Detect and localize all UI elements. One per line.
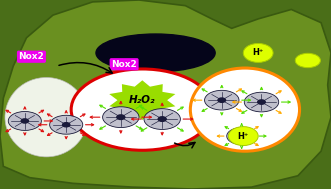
Text: Nox2: Nox2 <box>111 60 137 69</box>
Circle shape <box>71 69 213 150</box>
Circle shape <box>158 117 166 121</box>
Circle shape <box>8 112 41 130</box>
Circle shape <box>244 92 279 112</box>
Circle shape <box>21 119 28 123</box>
Circle shape <box>50 115 83 134</box>
Circle shape <box>295 53 320 68</box>
Circle shape <box>258 100 265 104</box>
Text: H⁺: H⁺ <box>238 132 249 141</box>
Polygon shape <box>109 80 175 120</box>
Circle shape <box>63 123 70 127</box>
Text: H⁺: H⁺ <box>253 48 264 57</box>
Ellipse shape <box>228 127 258 146</box>
Circle shape <box>238 134 245 138</box>
Circle shape <box>227 128 257 145</box>
Circle shape <box>205 90 239 110</box>
Circle shape <box>144 109 180 129</box>
Circle shape <box>218 98 225 102</box>
Ellipse shape <box>5 77 88 157</box>
Circle shape <box>117 115 125 119</box>
Circle shape <box>103 107 139 128</box>
Text: H₂O₂: H₂O₂ <box>129 95 156 105</box>
Ellipse shape <box>96 34 215 72</box>
Text: Nox2: Nox2 <box>19 52 44 61</box>
Ellipse shape <box>190 68 300 151</box>
Ellipse shape <box>243 43 273 62</box>
